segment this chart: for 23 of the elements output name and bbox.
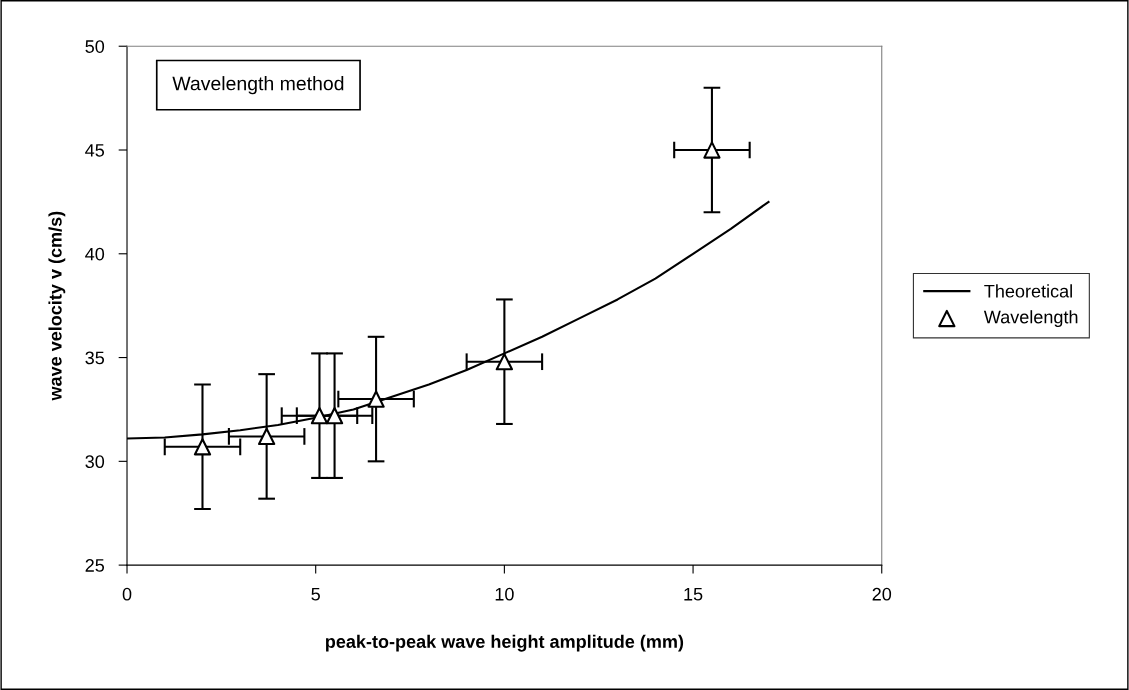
legend-label: Wavelength (983, 310, 1078, 328)
x-tick-label: 15 (684, 588, 703, 601)
y-axis-title: wave velocity v (cm/s) (48, 211, 66, 401)
x-tick-label: 10 (495, 587, 514, 601)
annotation: Wavelength method (172, 76, 344, 95)
point (310, 407, 329, 425)
x-tick-label: 0 (122, 587, 132, 601)
point (257, 427, 276, 446)
y-tick-label: 45 (85, 144, 105, 157)
y-tick-label: 25 (85, 559, 105, 572)
x-tick-label: 5 (311, 588, 320, 601)
x-axis-title: peak-to-peak wave height amplitude (mm) (326, 634, 684, 652)
y-tick-label: 35 (85, 351, 105, 365)
y-tick-label: 40 (85, 247, 105, 261)
y-tick-label: 50 (85, 40, 105, 53)
point (495, 353, 514, 371)
x-tick-label: 20 (872, 587, 892, 601)
y-tick-label: 30 (85, 455, 105, 469)
legend-label: Theoretical (984, 284, 1072, 298)
point (325, 407, 344, 425)
point (703, 141, 721, 159)
point (367, 390, 385, 408)
point (193, 438, 212, 456)
